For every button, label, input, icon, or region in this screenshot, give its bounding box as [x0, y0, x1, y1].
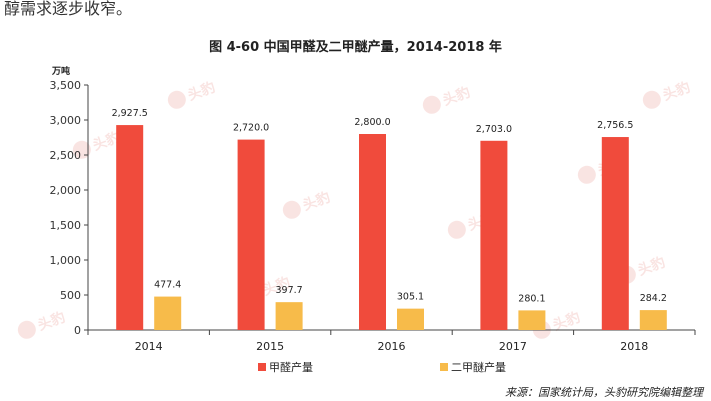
data-label: 305.1 — [397, 292, 424, 303]
data-label: 284.2 — [640, 293, 667, 304]
y-tick-label: 1,000 — [50, 254, 82, 267]
intro-text: 醇需求逐步收窄。 — [4, 0, 133, 18]
svg-text:头豹: 头豹 — [635, 254, 667, 280]
legend-label: 二甲醚产量 — [451, 360, 506, 374]
y-tick-label: 500 — [60, 289, 81, 302]
data-label: 2,800.0 — [354, 117, 390, 128]
data-label: 2,927.5 — [112, 108, 148, 119]
y-tick-label: 1,500 — [50, 219, 82, 232]
data-label: 2,720.0 — [233, 123, 269, 134]
bar-formaldehyde — [116, 125, 144, 330]
legend-swatch — [258, 363, 266, 371]
bar-dme — [275, 302, 303, 330]
y-tick-label: 2,500 — [50, 149, 82, 162]
x-tick-label: 2016 — [378, 340, 406, 353]
svg-text:头豹: 头豹 — [185, 79, 217, 105]
x-tick-label: 2018 — [620, 340, 648, 353]
bar-dme — [154, 296, 182, 330]
svg-text:头豹: 头豹 — [660, 79, 692, 105]
x-tick-label: 2014 — [135, 340, 163, 353]
legend-label: 甲醛产量 — [269, 360, 313, 374]
y-tick-label: 3,000 — [50, 114, 82, 127]
data-label: 2,756.5 — [597, 120, 633, 131]
x-tick-label: 2015 — [256, 340, 284, 353]
legend-swatch — [440, 363, 448, 371]
bar-formaldehyde — [359, 134, 386, 330]
data-label: 397.7 — [275, 285, 302, 296]
bar-dme — [639, 310, 667, 330]
svg-text:头豹: 头豹 — [35, 309, 67, 335]
chart-title: 图 4-60 中国甲醛及二甲醚产量，2014-2018 年 — [209, 40, 502, 55]
watermark-logo: 头豹 — [167, 79, 218, 109]
watermark-logo: 头豹 — [17, 309, 68, 339]
y-tick-label: 3,500 — [50, 79, 82, 92]
watermark-logo: 头豹 — [422, 84, 473, 114]
svg-text:头豹: 头豹 — [440, 84, 472, 110]
y-tick-label: 0 — [74, 324, 81, 337]
source-note: 来源：国家统计局，头豹研究院编辑整理 — [505, 386, 703, 399]
x-tick-label: 2017 — [499, 340, 527, 353]
bar-formaldehyde — [480, 140, 508, 330]
data-label: 280.1 — [518, 293, 545, 304]
bar-formaldehyde — [237, 139, 265, 330]
y-axis-unit: 万吨 — [52, 67, 71, 77]
watermark-logo: 头豹 — [282, 189, 333, 219]
data-label: 2,703.0 — [476, 124, 512, 135]
bar-dme — [518, 310, 546, 330]
bar-formaldehyde — [601, 137, 629, 330]
data-label: 477.4 — [154, 280, 181, 291]
bar-dme — [397, 308, 424, 330]
watermark-logo: 头豹 — [642, 79, 693, 109]
svg-text:头豹: 头豹 — [300, 189, 332, 215]
y-tick-label: 2,000 — [50, 184, 82, 197]
